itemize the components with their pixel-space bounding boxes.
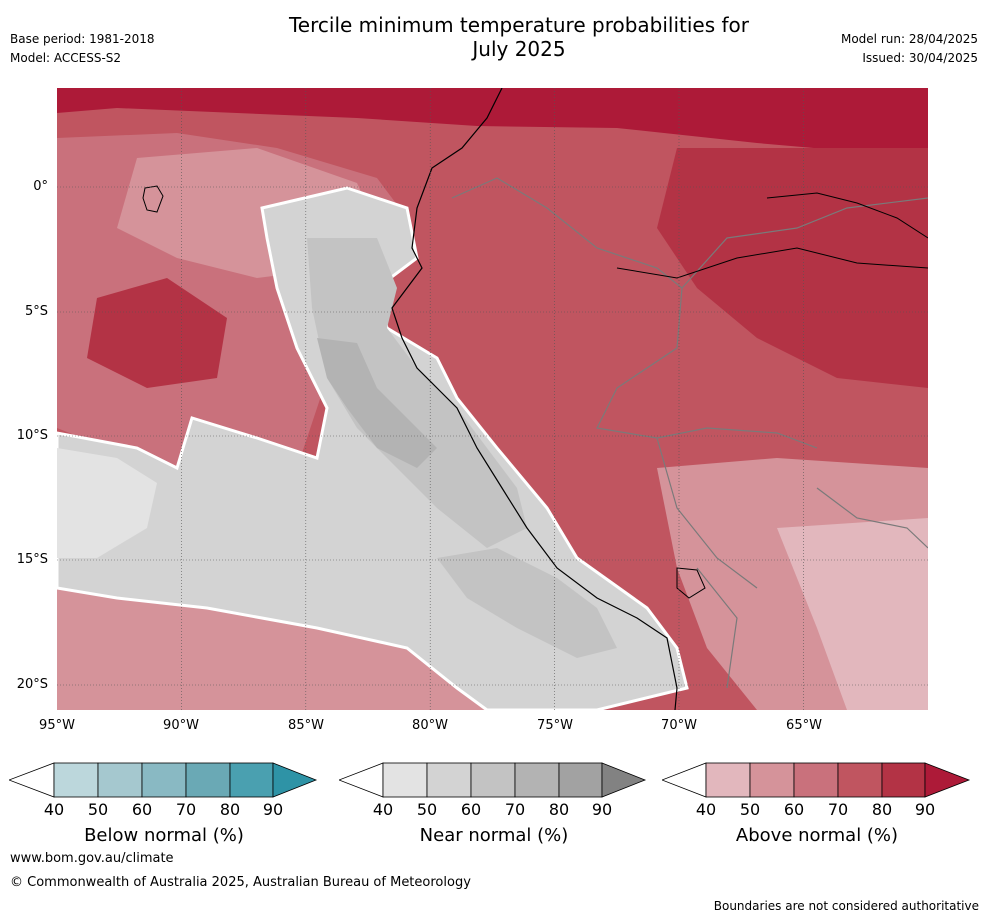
lon-tick-80w: 80°W	[412, 718, 448, 733]
country-borders	[451, 177, 928, 689]
cb3-tick-70: 70	[827, 800, 849, 819]
lat-tick-15s: 15°S	[16, 552, 48, 567]
cb1-tick-70: 70	[175, 800, 197, 819]
region-above-80-pacific	[87, 278, 227, 388]
title-line-2: July 2025	[472, 37, 566, 61]
cb2-bin-70-80	[514, 762, 560, 798]
probability-map	[57, 88, 928, 710]
issued-text: Issued: 30/04/2025	[862, 51, 978, 65]
cb2-tick-60: 60	[460, 800, 482, 819]
cb2-tick-90: 90	[591, 800, 613, 819]
cb1-tick-40: 40	[43, 800, 65, 819]
cb1-high-arrow	[272, 762, 318, 798]
cb1-tick-80: 80	[219, 800, 241, 819]
cb3-bin-60-70	[793, 762, 839, 798]
cb3-tick-80: 80	[871, 800, 893, 819]
coastline	[391, 88, 678, 710]
cb3-high-arrow	[924, 762, 971, 798]
cb3-bin-70-80	[837, 762, 883, 798]
map-gridlines	[57, 88, 928, 710]
cb1-low-arrow	[9, 762, 55, 798]
lat-tick-20s: 20°S	[16, 677, 48, 692]
cb2-high-arrow	[601, 762, 647, 798]
cb1-bin-50-60	[97, 762, 143, 798]
region-above-50-southeast	[777, 518, 928, 710]
cb2-low-arrow	[339, 762, 384, 798]
lon-tick-85w: 85°W	[288, 718, 324, 733]
lat-tick-0: 0°	[33, 179, 48, 194]
cb2-bin-60-70	[470, 762, 516, 798]
map-title: Tercile minimum temperature probabilitie…	[219, 13, 819, 61]
cb3-bin-80-90	[881, 762, 926, 798]
region-above-90-north	[57, 88, 928, 158]
cb3-low-arrow	[662, 762, 707, 798]
cb3-label: Above normal (%)	[735, 825, 899, 846]
cb1-tick-50: 50	[87, 800, 109, 819]
cb3-tick-90: 90	[914, 800, 936, 819]
model-run-text: Model run: 28/04/2025	[840, 32, 978, 46]
colorbar-above-normal	[662, 762, 971, 798]
lake-titicaca	[676, 567, 706, 599]
cb1-bin-80-90	[229, 762, 274, 798]
cb3-tick-50: 50	[739, 800, 761, 819]
model-text: Model: ACCESS-S2	[10, 51, 122, 65]
colorbar-near-normal	[339, 762, 647, 798]
region-near-normal-60-south	[437, 548, 617, 658]
cb2-tick-80: 80	[548, 800, 570, 819]
footer-disclaimer: Boundaries are not considered authoritat…	[713, 899, 979, 913]
lon-tick-70w: 70°W	[661, 718, 697, 733]
lon-tick-75w: 75°W	[537, 718, 573, 733]
cb1-bin-70-80	[185, 762, 231, 798]
lat-tick-5s: 5°S	[24, 304, 48, 319]
lon-tick-65w: 65°W	[786, 718, 822, 733]
cb3-bin-40-50	[705, 762, 751, 798]
colorbar-below-normal	[9, 762, 318, 798]
title-line-1: Tercile minimum temperature probabilitie…	[288, 13, 750, 37]
cb3-bin-50-60	[749, 762, 795, 798]
cb2-tick-40: 40	[372, 800, 394, 819]
lon-tick-95w: 95°W	[39, 718, 75, 733]
region-above-80-northeast	[657, 148, 928, 388]
galapagos-islands	[142, 185, 164, 213]
cb1-tick-60: 60	[131, 800, 153, 819]
region-near-normal-70	[317, 338, 437, 468]
lat-tick-10s: 10°S	[16, 428, 48, 443]
cb2-bin-40-50	[382, 762, 428, 798]
footer-copyright: © Commonwealth of Australia 2025, Austra…	[10, 875, 471, 890]
cb2-tick-50: 50	[416, 800, 438, 819]
lon-tick-90w: 90°W	[163, 718, 199, 733]
region-near-normal-50	[57, 448, 157, 558]
cb1-tick-90: 90	[262, 800, 284, 819]
cb3-tick-60: 60	[783, 800, 805, 819]
footer-url: www.bom.gov.au/climate	[10, 851, 174, 866]
base-period-text: Base period: 1981-2018	[10, 32, 155, 46]
cb2-tick-70: 70	[504, 800, 526, 819]
amazon-river	[616, 247, 928, 279]
cb2-bin-50-60	[426, 762, 472, 798]
cb1-label: Below normal (%)	[84, 825, 244, 846]
river-north	[766, 192, 928, 239]
cb1-bin-60-70	[141, 762, 187, 798]
cb3-tick-40: 40	[695, 800, 717, 819]
cb2-bin-80-90	[558, 762, 603, 798]
cb1-bin-40-50	[53, 762, 99, 798]
region-near-normal-60	[307, 238, 527, 548]
cb2-label: Near normal (%)	[419, 825, 569, 846]
